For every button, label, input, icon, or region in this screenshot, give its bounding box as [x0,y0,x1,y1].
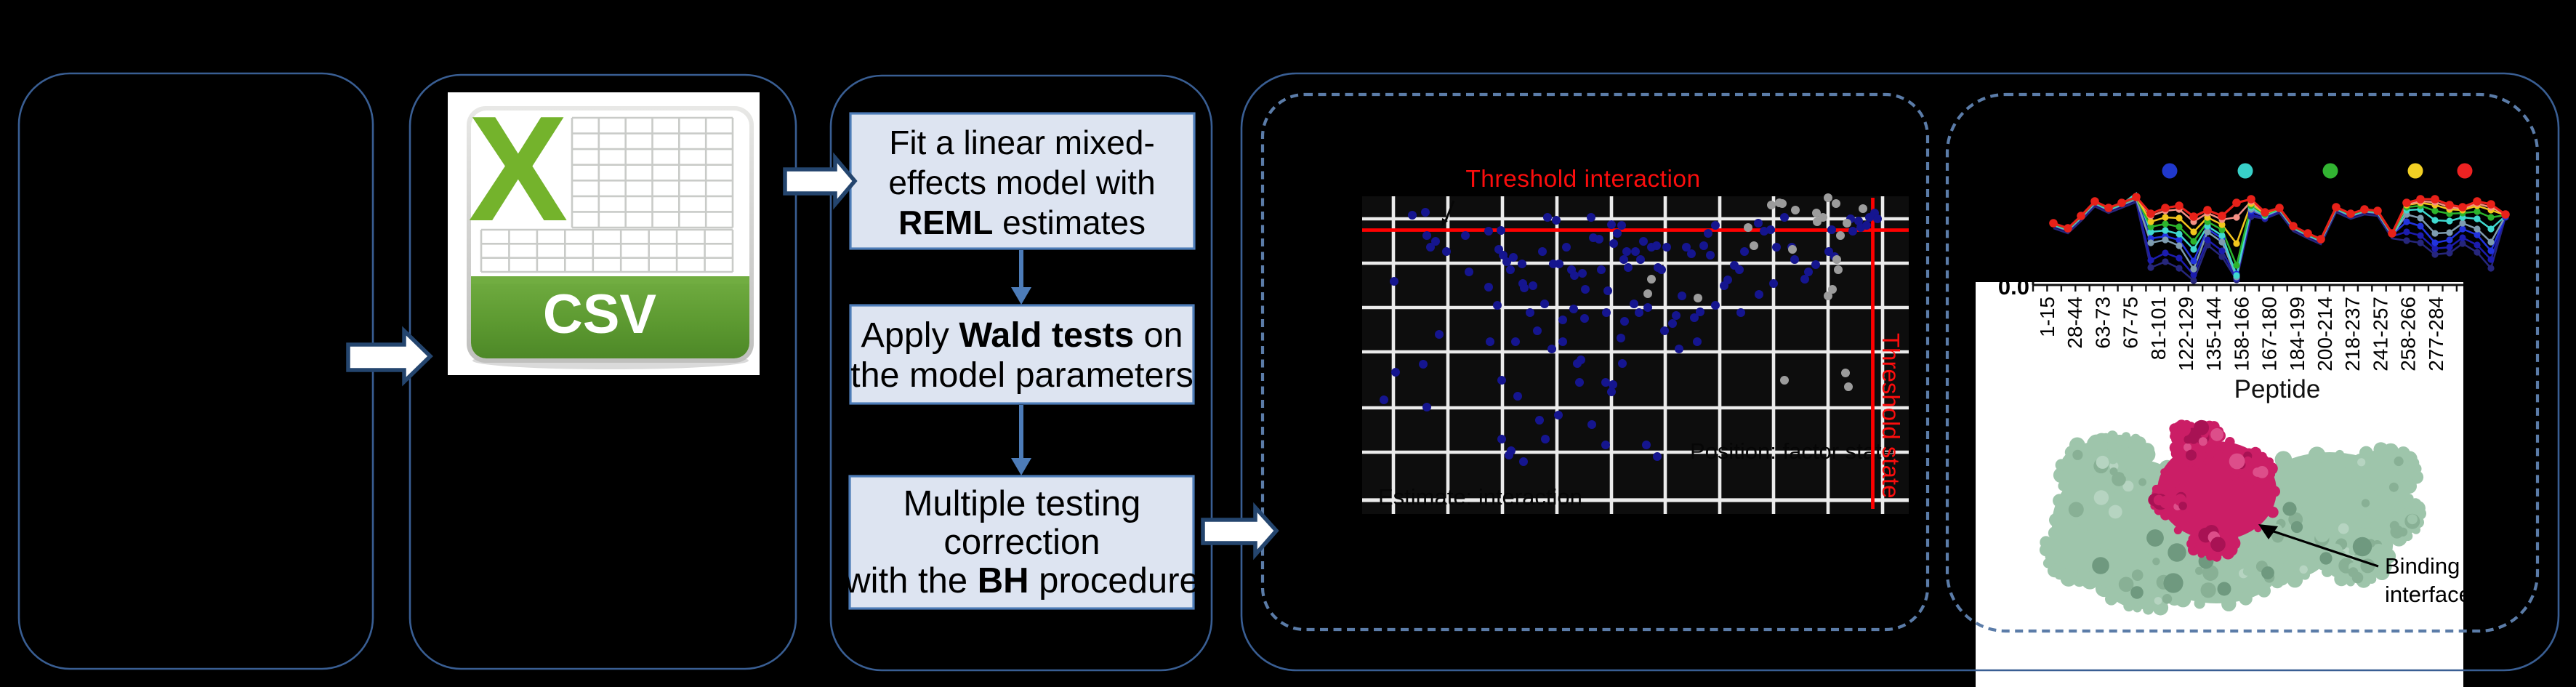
svg-text:0.0: 0.0 [1998,274,2029,300]
svg-text:135-144: 135-144 [2202,297,2225,371]
svg-text:184-199: 184-199 [2286,297,2309,371]
svg-text:Binding: Binding [2385,553,2460,579]
svg-text:effects model with: effects model with [888,164,1155,201]
svg-text:158-166: 158-166 [2230,297,2253,371]
svg-text:Fit a linear mixed-: Fit a linear mixed- [889,124,1155,161]
svg-text:Apply Wald tests on: Apply Wald tests on [861,316,1183,355]
svg-text:241-257: 241-257 [2369,297,2391,371]
svg-text:X: X [468,85,568,252]
svg-text:167-180: 167-180 [2258,297,2281,371]
svg-text:200-214: 200-214 [2314,297,2336,371]
svg-text:122-129: 122-129 [2175,297,2197,371]
svg-text:277-284: 277-284 [2425,297,2447,371]
svg-text:correction: correction [943,523,1100,562]
svg-text:Multiple testing: Multiple testing [903,484,1141,523]
svg-text:81-101: 81-101 [2147,297,2170,360]
svg-text:Estimate: interaction: Estimate: interaction [1378,484,1582,510]
svg-text:1-15: 1-15 [2036,297,2058,337]
svg-text:with the BH procedure: with the BH procedure [844,561,1199,600]
svg-text:218-237: 218-237 [2341,297,2364,371]
svg-text:28-44: 28-44 [2064,297,2086,349]
svg-text:REML estimates: REML estimates [898,204,1146,241]
svg-text:interface: interface [2385,582,2471,607]
svg-text:63-73: 63-73 [2091,297,2114,349]
svg-text:the model parameters: the model parameters [850,355,1194,395]
svg-text:Peptide: Peptide [2234,375,2321,403]
svg-text:CSV: CSV [543,284,657,345]
svg-text:67-75: 67-75 [2120,297,2142,349]
svg-text:Threshold interaction: Threshold interaction [1465,166,1700,193]
svg-text:258-266: 258-266 [2397,297,2420,371]
svg-text:Threshold state: Threshold state [1877,333,1904,498]
svg-text:Position: factor state: Position: factor state [1690,438,1894,464]
